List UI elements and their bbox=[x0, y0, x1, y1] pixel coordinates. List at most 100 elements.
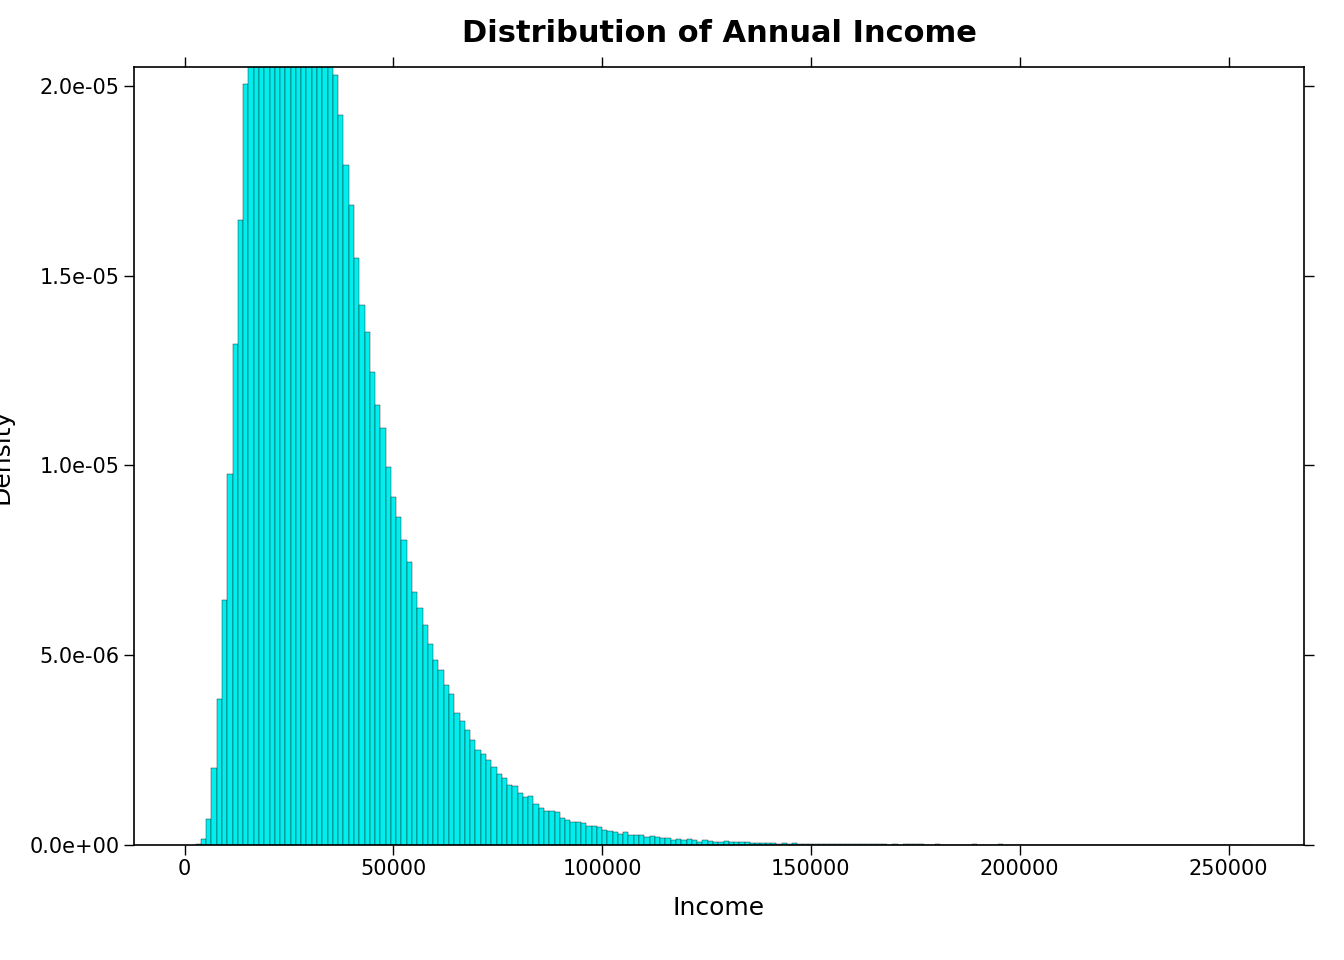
Bar bbox=[539, 808, 544, 845]
Bar bbox=[712, 842, 718, 845]
Bar bbox=[676, 839, 681, 845]
Bar bbox=[808, 844, 813, 845]
Bar bbox=[771, 844, 777, 845]
Bar bbox=[550, 811, 555, 845]
Y-axis label: Density: Density bbox=[0, 408, 13, 504]
Bar bbox=[581, 823, 586, 845]
Bar bbox=[665, 838, 671, 845]
Bar bbox=[586, 826, 591, 845]
Bar bbox=[792, 843, 797, 845]
Bar bbox=[353, 258, 359, 845]
Bar bbox=[317, 0, 323, 845]
Bar bbox=[660, 838, 665, 845]
Bar bbox=[339, 115, 344, 845]
Bar bbox=[766, 843, 771, 845]
Bar bbox=[433, 660, 438, 845]
Bar bbox=[438, 670, 444, 845]
Bar bbox=[375, 405, 380, 845]
Bar bbox=[597, 828, 602, 845]
Bar bbox=[312, 0, 317, 845]
Bar bbox=[692, 840, 698, 845]
Bar bbox=[591, 826, 597, 845]
Bar bbox=[470, 740, 476, 845]
Bar bbox=[739, 842, 745, 845]
Bar bbox=[323, 0, 328, 845]
Bar bbox=[270, 0, 274, 845]
Bar bbox=[391, 496, 396, 845]
Bar bbox=[444, 684, 449, 845]
Bar bbox=[618, 833, 624, 845]
Bar bbox=[200, 839, 206, 845]
Bar bbox=[465, 730, 470, 845]
Bar bbox=[301, 0, 306, 845]
Bar bbox=[370, 372, 375, 845]
Bar bbox=[634, 834, 638, 845]
Bar bbox=[734, 842, 739, 845]
Bar bbox=[777, 844, 782, 845]
Bar bbox=[824, 844, 829, 845]
Bar bbox=[413, 592, 418, 845]
Bar bbox=[708, 841, 712, 845]
Bar bbox=[517, 793, 523, 845]
Bar bbox=[211, 768, 216, 845]
Bar bbox=[333, 75, 339, 845]
Bar bbox=[718, 842, 723, 845]
Bar bbox=[265, 0, 270, 845]
Bar bbox=[238, 221, 243, 845]
Bar bbox=[728, 842, 734, 845]
Bar bbox=[512, 786, 517, 845]
Bar bbox=[280, 0, 285, 845]
Bar bbox=[528, 796, 534, 845]
Bar bbox=[782, 843, 786, 845]
Bar bbox=[427, 644, 433, 845]
Bar bbox=[259, 0, 265, 845]
Bar bbox=[534, 804, 539, 845]
Bar bbox=[386, 467, 391, 845]
Bar bbox=[216, 699, 222, 845]
Bar bbox=[564, 820, 570, 845]
Bar bbox=[544, 810, 550, 845]
Bar bbox=[624, 832, 629, 845]
Bar bbox=[422, 625, 427, 845]
Bar bbox=[723, 841, 728, 845]
Title: Distribution of Annual Income: Distribution of Annual Income bbox=[461, 19, 977, 48]
Bar bbox=[655, 837, 660, 845]
Bar bbox=[613, 832, 618, 845]
Bar bbox=[222, 600, 227, 845]
Bar bbox=[638, 835, 644, 845]
Bar bbox=[761, 843, 766, 845]
Bar bbox=[249, 0, 254, 845]
Bar bbox=[755, 843, 761, 845]
Bar bbox=[306, 0, 312, 845]
Bar bbox=[703, 840, 708, 845]
Bar bbox=[460, 721, 465, 845]
Bar bbox=[418, 608, 422, 845]
Bar bbox=[481, 755, 487, 845]
Bar bbox=[687, 839, 692, 845]
Bar bbox=[348, 204, 353, 845]
Bar bbox=[607, 830, 613, 845]
Bar bbox=[487, 760, 492, 845]
Bar bbox=[227, 474, 233, 845]
Bar bbox=[402, 540, 407, 845]
Bar bbox=[555, 812, 560, 845]
Bar bbox=[750, 843, 755, 845]
Bar bbox=[296, 0, 301, 845]
Bar bbox=[649, 836, 655, 845]
Bar bbox=[560, 818, 564, 845]
Bar bbox=[671, 840, 676, 845]
Bar bbox=[501, 778, 507, 845]
Bar bbox=[570, 822, 575, 845]
Bar bbox=[575, 822, 581, 845]
Bar bbox=[233, 345, 238, 845]
Bar bbox=[476, 750, 481, 845]
Bar bbox=[396, 517, 402, 845]
Bar bbox=[254, 0, 259, 845]
Bar bbox=[243, 84, 249, 845]
Bar bbox=[364, 332, 370, 845]
Bar bbox=[407, 563, 413, 845]
Bar bbox=[449, 693, 454, 845]
Bar bbox=[359, 305, 364, 845]
Bar bbox=[328, 22, 333, 845]
Bar bbox=[681, 840, 687, 845]
